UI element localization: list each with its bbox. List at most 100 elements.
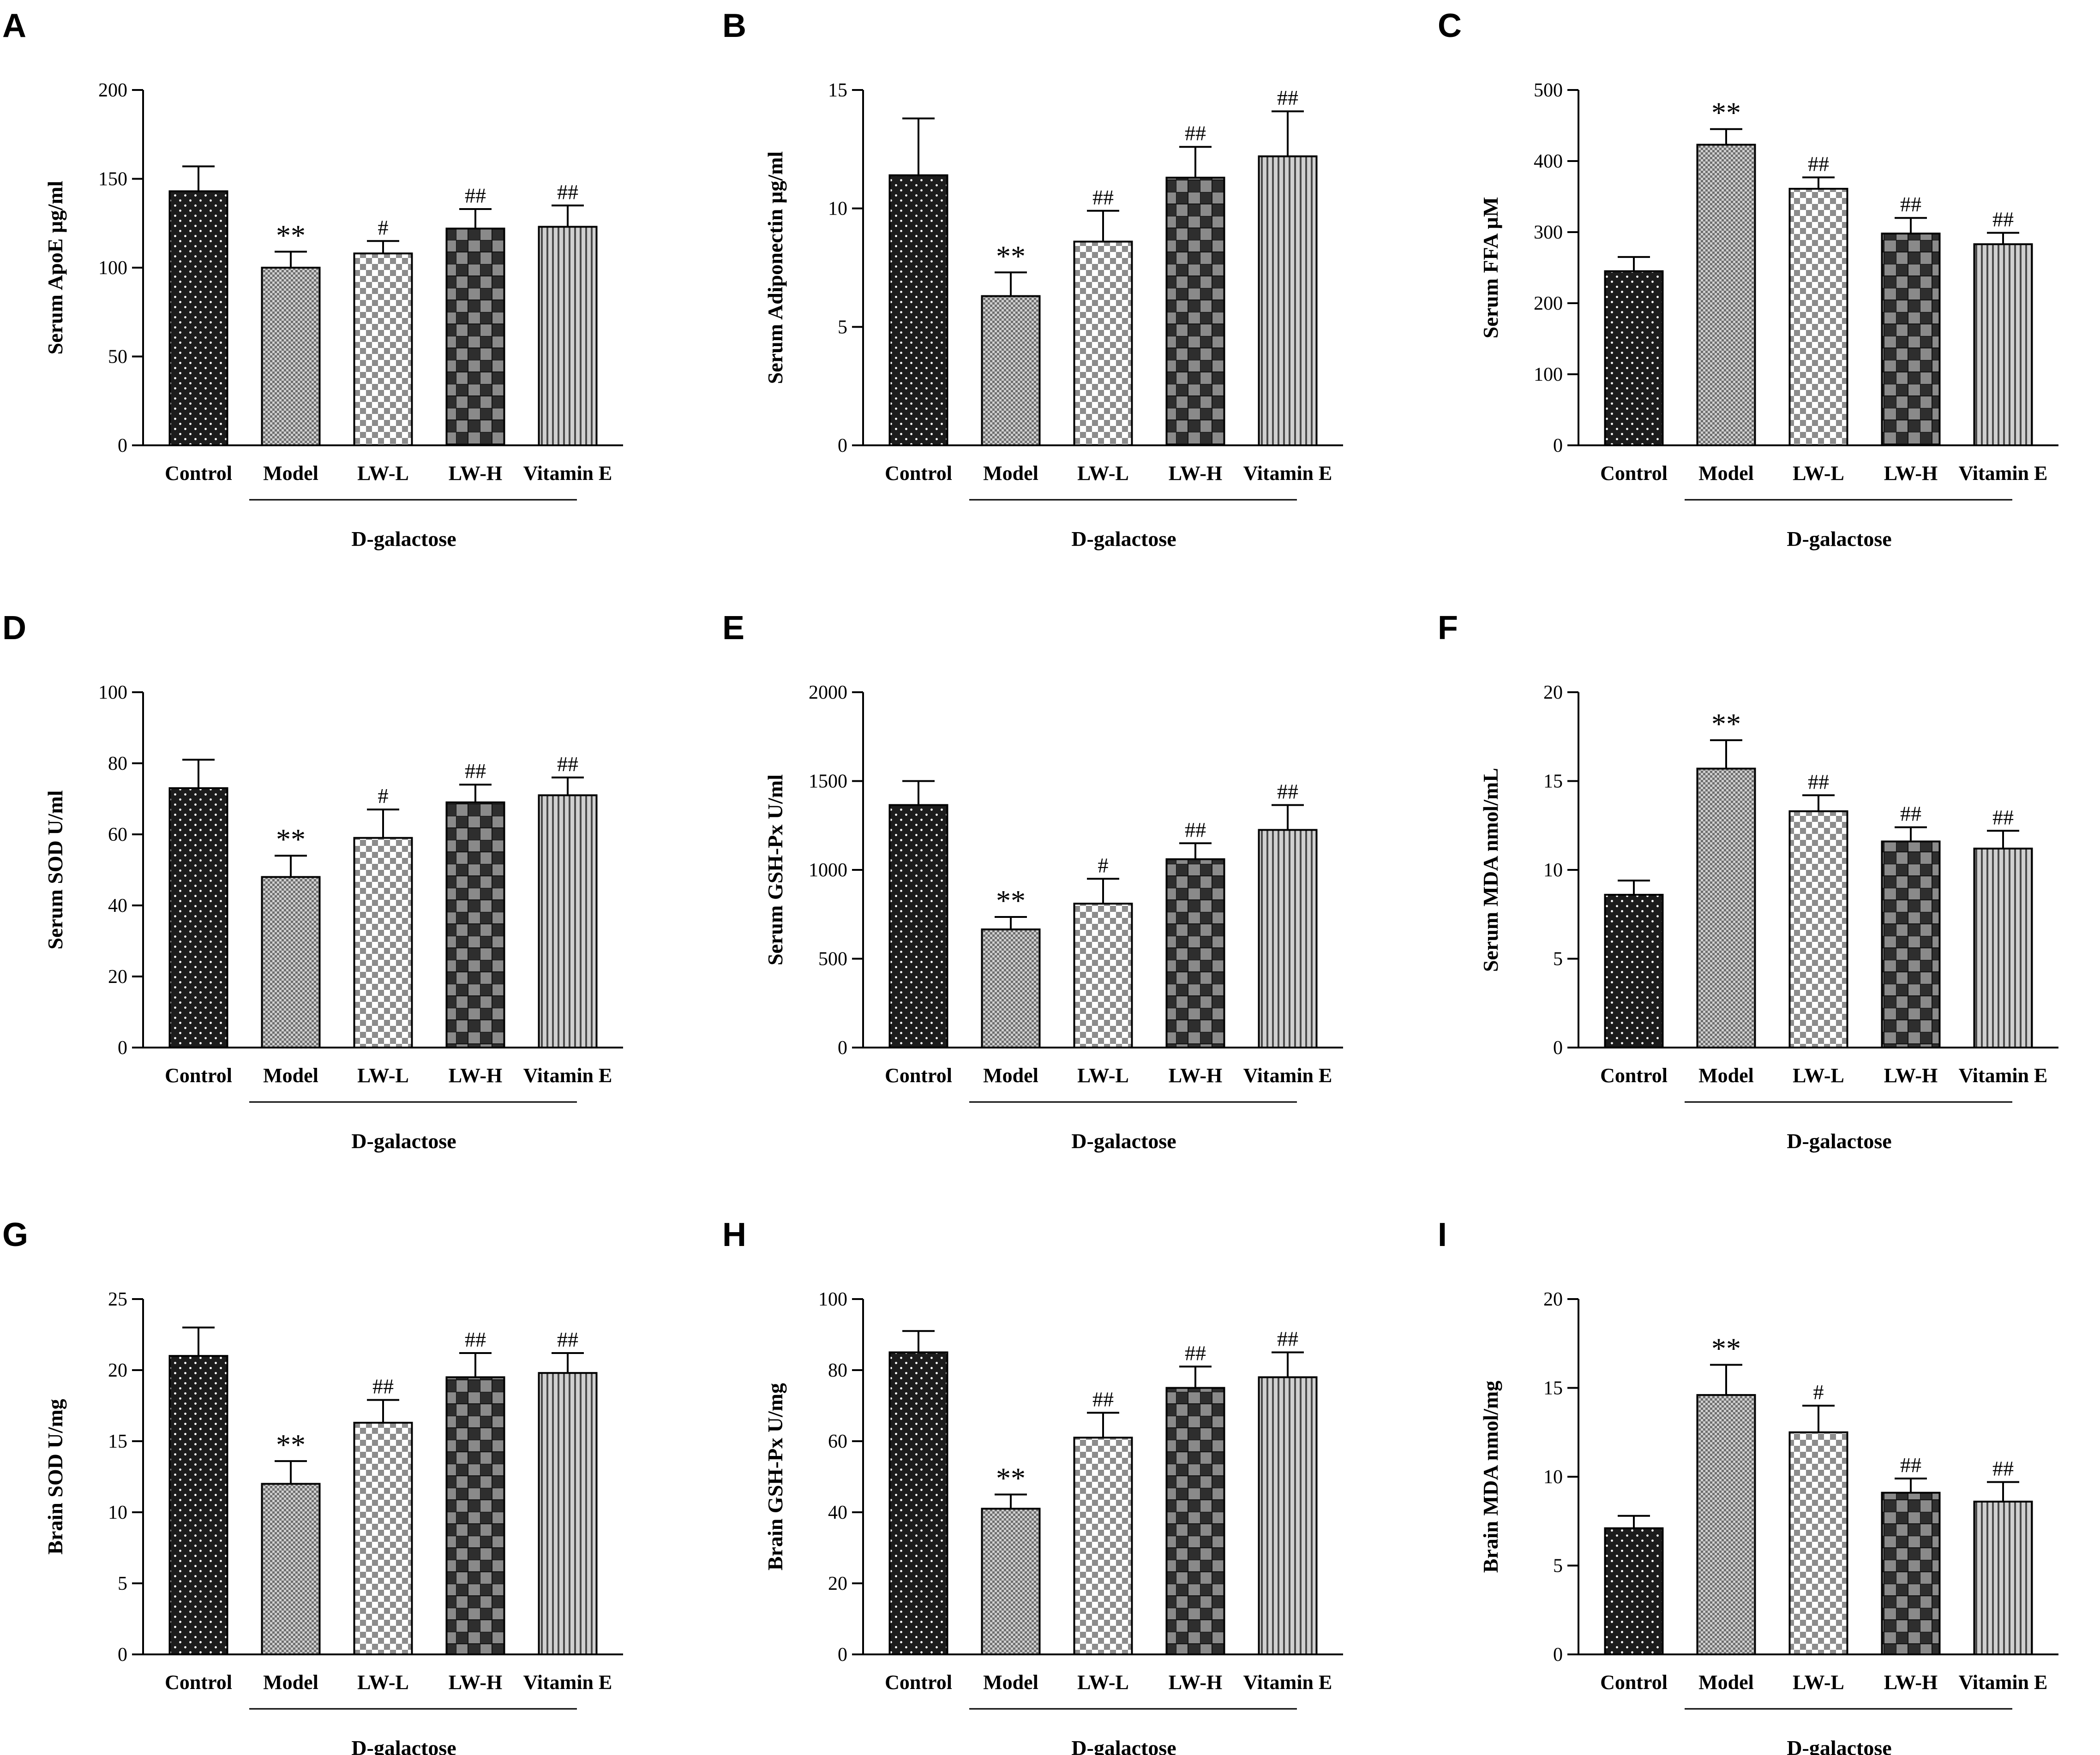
- group-label: D-galactose: [351, 527, 456, 551]
- y-axis-label: Serum FFA µM: [1479, 197, 1502, 339]
- y-tick-label: 40: [108, 895, 127, 916]
- x-tick-label: LW-H: [1884, 462, 1938, 485]
- significance-marker: #: [378, 216, 389, 239]
- bar-lw-l: [1788, 188, 1848, 446]
- y-tick-label: 0: [118, 1644, 127, 1665]
- y-tick-label: 150: [98, 169, 127, 190]
- x-tick-label: LW-H: [449, 462, 503, 485]
- bar-model: [1696, 767, 1756, 1049]
- significance-marker: **: [996, 1462, 1026, 1495]
- bar-model: [981, 295, 1041, 446]
- x-tick-label: Control: [1600, 462, 1668, 485]
- y-axis-label: Serum SOD U/ml: [43, 791, 67, 950]
- y-tick-label: 0: [838, 1644, 847, 1665]
- y-tick-label: 0: [118, 1037, 127, 1059]
- x-tick-label: Control: [165, 1064, 232, 1087]
- significance-marker: ##: [557, 1328, 578, 1351]
- panel-d: D 0 20 40 60 80 100 Serum SOD U/ml Control ** Mode…: [2, 610, 623, 1153]
- bar-lw-l: [1073, 1437, 1133, 1656]
- bar-control: [168, 787, 228, 1048]
- bar-lw-l: [353, 837, 413, 1048]
- significance-marker: ##: [1185, 1341, 1206, 1365]
- bar-lw-l: [1073, 240, 1133, 446]
- bar-lw-h: [1881, 840, 1941, 1049]
- significance-marker: ##: [1900, 192, 1921, 216]
- significance-marker: **: [276, 823, 306, 856]
- panel-letter: B: [722, 7, 746, 44]
- x-tick-label: LW-L: [1077, 1671, 1129, 1694]
- bar-model: [1696, 1394, 1756, 1655]
- x-tick-label: Vitamin E: [1243, 462, 1332, 485]
- significance-marker: **: [1711, 96, 1741, 129]
- y-tick-label: 80: [108, 753, 127, 774]
- bar-lw-h: [445, 228, 505, 446]
- x-tick-label: Control: [1600, 1064, 1668, 1087]
- x-tick-label: Model: [1698, 1671, 1754, 1694]
- group-label: D-galactose: [1071, 1736, 1176, 1755]
- significance-marker: ##: [372, 1375, 394, 1398]
- y-tick-label: 80: [828, 1360, 847, 1381]
- significance-marker: ##: [1992, 1457, 2014, 1480]
- bar-vitamin-e: [1258, 1376, 1318, 1655]
- significance-marker: ##: [557, 180, 578, 204]
- y-tick-label: 15: [108, 1431, 127, 1452]
- x-tick-label: LW-L: [1793, 462, 1844, 485]
- bar-vitamin-e: [1973, 243, 2033, 446]
- x-tick-label: Vitamin E: [523, 1671, 612, 1694]
- bar-lw-h: [1165, 1387, 1225, 1655]
- panel-letter: I: [1438, 1216, 1447, 1253]
- bar-model: [261, 1483, 321, 1655]
- bar-lw-l: [1788, 810, 1848, 1048]
- significance-marker: ##: [1092, 1387, 1114, 1411]
- y-tick-label: 25: [108, 1289, 127, 1310]
- y-tick-label: 15: [828, 80, 847, 101]
- bar-lw-h: [445, 801, 505, 1048]
- bar-vitamin-e: [1973, 847, 2033, 1049]
- significance-marker: ##: [1092, 186, 1114, 209]
- x-tick-label: Control: [165, 462, 232, 485]
- x-tick-label: Model: [263, 462, 318, 485]
- x-tick-label: Model: [983, 1064, 1038, 1087]
- x-tick-label: LW-H: [1884, 1064, 1938, 1087]
- x-tick-label: LW-H: [449, 1064, 503, 1087]
- y-tick-label: 500: [818, 949, 847, 970]
- x-tick-label: Vitamin E: [1959, 1671, 2048, 1694]
- y-tick-label: 200: [1534, 293, 1563, 314]
- x-tick-label: LW-L: [357, 462, 409, 485]
- significance-marker: **: [996, 884, 1026, 917]
- significance-marker: #: [378, 784, 389, 808]
- bar-model: [981, 928, 1041, 1048]
- y-tick-label: 200: [98, 80, 127, 101]
- panel-h: H 0 20 40 60 80 100 Brain GSH-Px U/mg Control ** M…: [722, 1216, 1343, 1755]
- x-tick-label: Vitamin E: [523, 462, 612, 485]
- y-tick-label: 1500: [809, 771, 847, 792]
- significance-marker: ##: [1900, 1453, 1921, 1477]
- panel-letter: C: [1438, 7, 1462, 44]
- y-tick-label: 10: [108, 1502, 127, 1523]
- y-tick-label: 50: [108, 347, 127, 368]
- y-tick-label: 60: [108, 824, 127, 845]
- y-tick-label: 100: [1534, 364, 1563, 385]
- significance-marker: ##: [1277, 779, 1298, 803]
- x-tick-label: LW-H: [1169, 462, 1223, 485]
- bar-control: [1604, 270, 1664, 446]
- x-tick-label: Control: [885, 1671, 952, 1694]
- panel-letter: H: [722, 1216, 746, 1253]
- y-tick-label: 10: [1543, 860, 1563, 881]
- y-tick-label: 0: [1553, 1644, 1563, 1665]
- x-tick-label: Vitamin E: [523, 1064, 612, 1087]
- group-label: D-galactose: [351, 1736, 456, 1755]
- group-label: D-galactose: [351, 1129, 456, 1153]
- y-tick-label: 20: [1543, 682, 1563, 703]
- bar-model: [261, 876, 321, 1049]
- bar-control: [1604, 1527, 1664, 1655]
- bar-control: [888, 804, 948, 1048]
- bar-lw-l: [1788, 1431, 1848, 1655]
- x-tick-label: LW-L: [357, 1064, 409, 1087]
- panel-c: C 0 100 200 300 400 500 Serum FFA µM Control ** Mo…: [1438, 7, 2058, 551]
- y-tick-label: 60: [828, 1431, 847, 1452]
- x-tick-label: Model: [263, 1671, 318, 1694]
- x-tick-label: Vitamin E: [1243, 1671, 1332, 1694]
- panel-letter: G: [2, 1216, 28, 1253]
